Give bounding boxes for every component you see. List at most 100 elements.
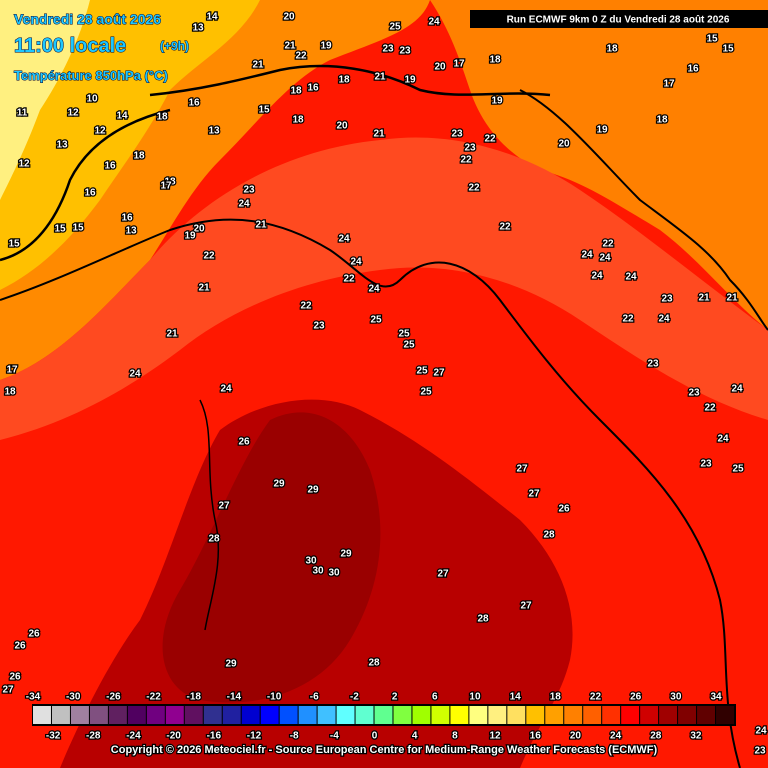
temperature-label: 17 [160, 181, 172, 192]
temperature-label: 20 [558, 139, 570, 150]
border-line [519, 89, 768, 331]
isotherm [0, 64, 551, 262]
scale-label: 20 [570, 731, 582, 742]
temperature-label: 15 [722, 44, 734, 55]
scale-swatch [697, 706, 716, 724]
temperature-label: 21 [698, 293, 710, 304]
light-yellow-zone [0, 0, 90, 200]
temperature-label: 23 [661, 294, 673, 305]
temperature-label: 23 [313, 321, 325, 332]
temperature-label: 16 [121, 213, 133, 224]
scale-label: -2 [350, 692, 359, 703]
temperature-label: 22 [203, 251, 215, 262]
time: 11:00 locale [14, 35, 126, 57]
temperature-label: 26 [9, 672, 21, 683]
temperature-label: 22 [499, 222, 511, 233]
temperature-label: 24 [368, 284, 380, 295]
scale-swatch [203, 706, 222, 724]
temperature-label: 23 [700, 459, 712, 470]
temperature-label: 10 [86, 94, 98, 105]
temperature-label: 24 [755, 726, 767, 737]
temperature-label: 14 [116, 111, 128, 122]
temperature-label: 29 [340, 549, 352, 560]
temperature-label: 18 [133, 151, 145, 162]
temperature-label: 17 [453, 59, 465, 70]
scale-label: -18 [186, 692, 201, 703]
temperature-label: 15 [54, 224, 66, 235]
temperature-label: 21 [374, 72, 386, 83]
temperature-label: 14 [206, 12, 218, 23]
scale-swatch [108, 706, 127, 724]
temperature-label: 27 [516, 464, 528, 475]
scale-label: 30 [670, 692, 682, 703]
temperature-label: 13 [56, 140, 68, 151]
coastline [0, 218, 741, 768]
temperature-label: 16 [84, 188, 96, 199]
temperature-label: 24 [129, 369, 141, 380]
scale-label: -22 [146, 692, 161, 703]
temperature-label: 28 [543, 530, 555, 541]
scale-swatch [165, 706, 184, 724]
hottest-zone [162, 412, 381, 703]
scale-swatch [146, 706, 165, 724]
scale-swatch [716, 706, 734, 724]
temperature-label: 23 [754, 746, 766, 757]
scale-swatch [621, 706, 640, 724]
temperature-label: 21 [284, 41, 296, 52]
scale-label: 26 [630, 692, 642, 703]
temperature-label: 23 [399, 46, 411, 57]
temperature-label: 17 [6, 365, 18, 376]
scale-swatch [279, 706, 298, 724]
variable: Température 850hPa (°C) [14, 68, 168, 83]
scale-swatch [317, 706, 336, 724]
scale-swatch [393, 706, 412, 724]
temperature-label: 22 [300, 301, 312, 312]
scale-label: -14 [227, 692, 242, 703]
temperature-label: 28 [368, 658, 380, 669]
scale-swatch [659, 706, 678, 724]
temperature-label: 20 [193, 224, 205, 235]
scale-swatch [51, 706, 70, 724]
temperature-label: 24 [238, 199, 250, 210]
temperature-label: 25 [398, 329, 410, 340]
temperature-label: 22 [460, 155, 472, 166]
scale-label: 18 [550, 692, 562, 703]
scale-label: -26 [106, 692, 121, 703]
temperature-label: 22 [602, 239, 614, 250]
temperature-label: 22 [295, 51, 307, 62]
temperature-label: 23 [647, 359, 659, 370]
date: Vendredi 28 août 2026 [14, 11, 161, 27]
temperature-label: 24 [658, 314, 670, 325]
scale-label: -8 [290, 731, 299, 742]
temperature-label: 16 [307, 83, 319, 94]
temperature-label: 13 [208, 126, 220, 137]
orange-east-zone [430, 0, 768, 330]
temperature-label: 21 [373, 129, 385, 140]
scale-label: 34 [710, 692, 722, 703]
temperature-label: 22 [468, 183, 480, 194]
temperature-label: 25 [403, 340, 415, 351]
temperature-label: 18 [606, 44, 618, 55]
temperature-label: 19 [320, 41, 332, 52]
scale-label: 2 [392, 692, 398, 703]
temperature-label: 25 [370, 315, 382, 326]
copyright: Copyright © 2026 Meteociel.fr - Source E… [111, 744, 658, 756]
temperature-label: 27 [528, 489, 540, 500]
temperature-label: 24 [591, 271, 603, 282]
temperature-label: 13 [125, 226, 137, 237]
temperature-label: 26 [558, 504, 570, 515]
scale-swatch [298, 706, 317, 724]
scale-swatch [336, 706, 355, 724]
temperature-label: 30 [312, 566, 324, 577]
temperature-label: 24 [717, 434, 729, 445]
temperature-label: 23 [382, 44, 394, 55]
temperature-label: 24 [731, 384, 743, 395]
run-box [470, 10, 768, 28]
temperature-label: 17 [663, 79, 675, 90]
temperature-label: 18 [290, 86, 302, 97]
scale-swatch [374, 706, 393, 724]
scale-label: -34 [26, 692, 41, 703]
scale-label: -6 [310, 692, 319, 703]
scale-label: -28 [86, 731, 101, 742]
